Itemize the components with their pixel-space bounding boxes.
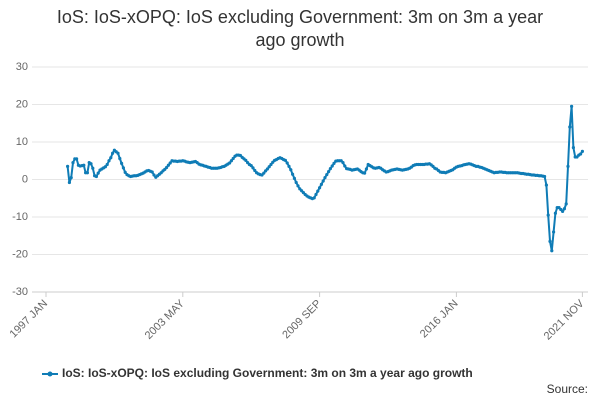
legend-label: IoS: IoS-xOPQ: IoS excluding Government:… xyxy=(62,366,473,380)
point xyxy=(69,176,73,180)
point xyxy=(267,165,271,169)
point xyxy=(566,164,570,168)
point xyxy=(111,151,115,155)
point xyxy=(289,168,293,172)
y-tick-label: -10 xyxy=(12,211,28,223)
y-tick-label: 0 xyxy=(22,173,28,185)
point xyxy=(330,164,334,168)
point xyxy=(107,159,111,163)
point xyxy=(321,179,325,183)
point xyxy=(249,164,253,168)
x-tick-label: 1997 JAN xyxy=(8,298,51,341)
point xyxy=(251,166,255,170)
point xyxy=(571,146,576,150)
point xyxy=(327,170,331,174)
point xyxy=(318,186,322,190)
point xyxy=(291,172,295,176)
point xyxy=(103,165,107,169)
point xyxy=(283,158,287,162)
point xyxy=(85,171,89,175)
point xyxy=(570,104,574,108)
point xyxy=(341,161,345,165)
point xyxy=(118,156,122,161)
point xyxy=(229,159,233,163)
point xyxy=(91,166,95,170)
point xyxy=(285,161,289,165)
point xyxy=(262,171,266,175)
y-tick-label: -30 xyxy=(12,286,28,298)
point xyxy=(319,182,323,186)
point xyxy=(150,170,154,174)
point xyxy=(561,209,565,213)
x-tick-label: 2021 NOV xyxy=(542,297,587,342)
point xyxy=(75,157,79,161)
point xyxy=(323,176,327,180)
point xyxy=(269,162,273,167)
point xyxy=(296,184,300,188)
point xyxy=(244,158,248,162)
point xyxy=(312,196,316,200)
point xyxy=(166,163,170,167)
point xyxy=(94,174,98,179)
point xyxy=(231,156,235,161)
point xyxy=(294,180,298,185)
point xyxy=(332,161,336,165)
point xyxy=(363,171,367,175)
point xyxy=(152,173,156,177)
point xyxy=(228,161,232,165)
point xyxy=(562,207,567,211)
y-tick-label: -20 xyxy=(12,248,28,260)
point xyxy=(168,161,172,165)
point xyxy=(116,151,120,155)
source: Source: xyxy=(547,382,588,396)
point xyxy=(96,171,100,175)
point xyxy=(316,189,320,193)
point xyxy=(265,167,269,171)
point xyxy=(121,166,125,170)
point xyxy=(579,152,583,156)
point xyxy=(546,213,550,217)
point xyxy=(66,164,70,168)
point xyxy=(292,176,296,180)
point xyxy=(82,163,86,167)
point xyxy=(550,249,554,253)
point xyxy=(89,162,93,166)
point xyxy=(544,183,549,187)
point xyxy=(580,149,585,153)
point xyxy=(325,173,329,177)
x-tick-label: 2009 SEP xyxy=(280,298,324,342)
point xyxy=(67,180,71,185)
point xyxy=(253,168,257,173)
point xyxy=(314,192,318,197)
point xyxy=(109,156,113,160)
point xyxy=(568,125,572,129)
point xyxy=(543,174,547,179)
y-tick-label: 30 xyxy=(16,61,28,73)
y-tick-label: 20 xyxy=(16,98,28,110)
legend-marker xyxy=(47,371,53,377)
x-tick-label: 2003 MAY xyxy=(143,297,188,342)
x-tick-label: 2016 JAN xyxy=(418,298,461,341)
point xyxy=(364,167,368,171)
point xyxy=(328,167,332,171)
point xyxy=(552,230,556,234)
point xyxy=(165,165,169,170)
point xyxy=(548,239,552,243)
point xyxy=(71,161,75,165)
point xyxy=(120,161,124,165)
point xyxy=(553,211,558,215)
point xyxy=(105,162,109,167)
point xyxy=(123,170,127,174)
chart-title: IoS: IoS-xOPQ: IoS excluding Government:… xyxy=(56,7,544,50)
y-tick-label: 10 xyxy=(16,136,28,148)
point xyxy=(287,164,291,168)
point xyxy=(564,202,568,206)
point xyxy=(343,164,347,168)
